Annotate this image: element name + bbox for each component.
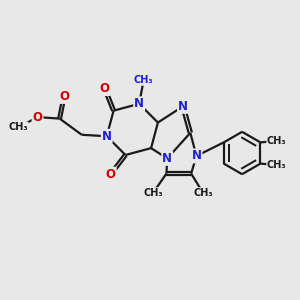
Text: CH₃: CH₃ [193,188,213,198]
Text: O: O [32,111,43,124]
Text: CH₃: CH₃ [143,188,163,198]
Text: N: N [191,149,202,162]
Text: N: N [102,130,112,143]
Text: O: O [100,82,110,95]
Text: O: O [106,168,116,181]
Text: CH₃: CH₃ [9,122,28,132]
Text: O: O [59,90,69,103]
Text: CH₃: CH₃ [267,160,286,170]
Text: N: N [178,100,188,113]
Text: N: N [162,152,172,165]
Text: CH₃: CH₃ [267,136,286,146]
Text: CH₃: CH₃ [134,75,153,85]
Text: N: N [134,97,144,110]
